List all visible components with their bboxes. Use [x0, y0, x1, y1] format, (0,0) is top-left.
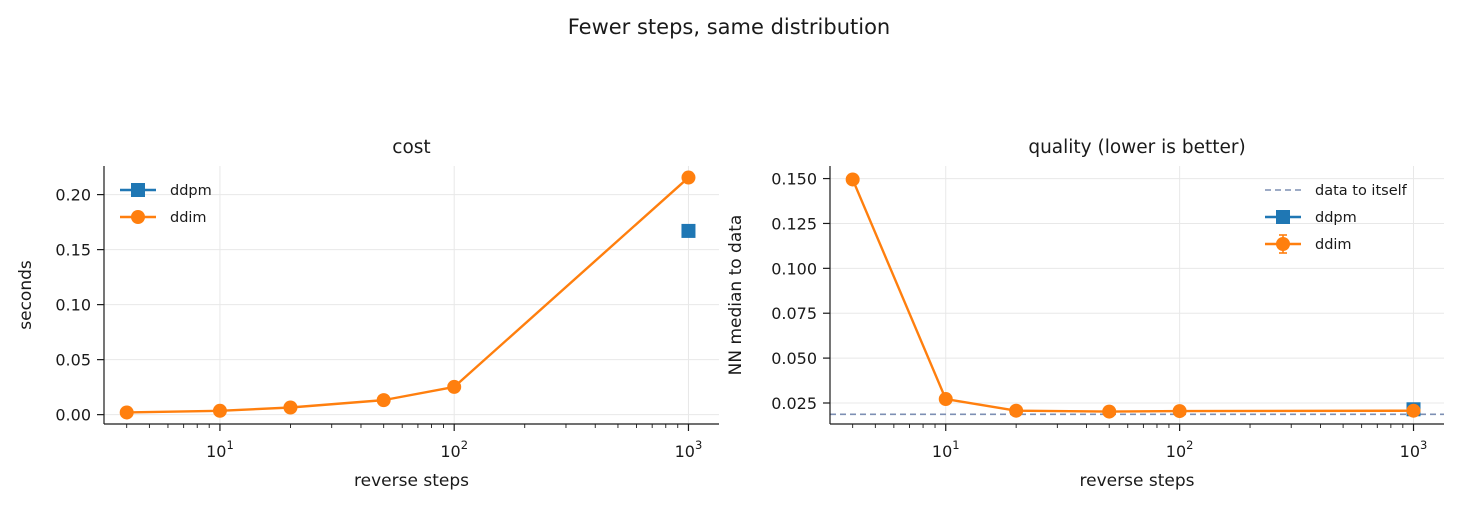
cost-panel: 101 102 103 0.00 0.05 0.10 0.15 0.20 cost reverse… — [16, 137, 719, 491]
y-tick-label: 0.100 — [771, 259, 817, 278]
quality-panel: 101 102 103 0.025 0.050 0.075 0.100 0.125 0.150 q… — [726, 137, 1444, 491]
ddim-point — [681, 170, 696, 185]
x-tick-label: 102 — [440, 438, 468, 461]
y-tick-label: 0.050 — [771, 349, 817, 368]
ddim-point — [447, 379, 462, 394]
ddim-point — [376, 393, 391, 408]
legend-label-ddpm: ddpm — [1315, 210, 1357, 226]
x-tick-label: 102 — [1166, 438, 1194, 461]
y-tick-label: 0.025 — [771, 394, 817, 413]
y-tick-label: 0.20 — [55, 186, 91, 205]
ddim-series-line — [851, 178, 1414, 413]
legend-marker — [131, 210, 145, 224]
legend-label-ddim: ddim — [1315, 237, 1352, 253]
legend-label-data-to-itself: data to itself — [1315, 183, 1408, 199]
panel-title: quality (lower is better) — [1028, 137, 1245, 158]
y-tick-label: 0.10 — [55, 296, 91, 315]
legend-marker — [131, 183, 145, 197]
panel-title: cost — [392, 137, 430, 158]
y-axis-label: seconds — [16, 260, 36, 330]
ddim-point — [1009, 403, 1024, 418]
x-tick-label: 103 — [675, 438, 703, 461]
legend-label-ddim: ddim — [170, 210, 207, 226]
y-tick-label: 0.15 — [55, 241, 91, 260]
legend-marker — [1276, 210, 1290, 224]
x-axis-label: reverse steps — [354, 471, 469, 491]
ddim-point — [119, 405, 134, 420]
y-tick-label: 0.05 — [55, 351, 91, 370]
y-tick-label: 0.075 — [771, 304, 817, 323]
x-axis-label: reverse steps — [1080, 471, 1195, 491]
y-tick-label: 0.00 — [55, 406, 91, 425]
y-tick-label: 0.125 — [771, 214, 817, 233]
legend-marker — [1276, 237, 1290, 251]
y-axis-label: NN median to data — [726, 215, 746, 376]
x-tick-label: 101 — [932, 438, 960, 461]
ddim-point — [283, 400, 298, 415]
ddim-point — [1172, 404, 1187, 419]
x-tick-label: 103 — [1400, 438, 1428, 461]
figure-title: Fewer steps, same distribution — [568, 15, 891, 39]
ddim-point — [938, 392, 953, 407]
ddpm-point — [681, 223, 696, 238]
legend: data to itself ddpm ddim — [1265, 183, 1408, 254]
legend-label-ddpm: ddpm — [170, 183, 212, 199]
ddim-point — [1406, 403, 1421, 418]
ddim-point — [1102, 404, 1117, 419]
x-tick-label: 101 — [206, 438, 234, 461]
ddim-point — [845, 172, 860, 187]
ddim-series-line — [126, 176, 690, 414]
ddim-point — [212, 403, 227, 418]
legend: ddpm ddim — [120, 183, 212, 226]
y-tick-label: 0.150 — [771, 170, 817, 189]
